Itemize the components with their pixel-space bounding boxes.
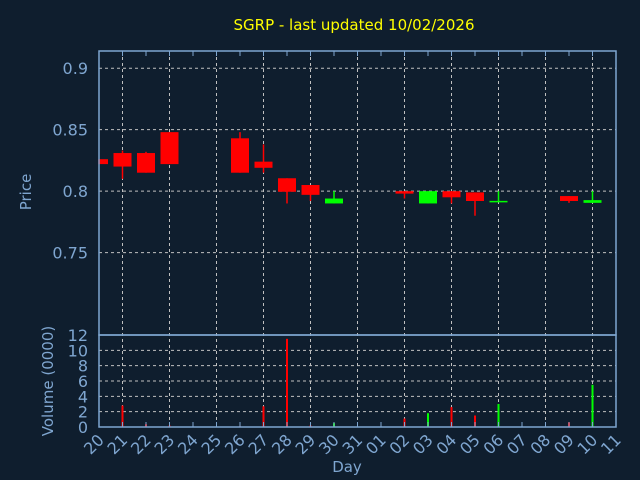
volume-bar-21: [121, 405, 124, 427]
volume-tick-label: 10: [68, 341, 88, 360]
candle-02: [395, 191, 414, 199]
candle-27: [254, 144, 273, 173]
candle-body: [583, 200, 602, 203]
candle-10: [583, 191, 602, 203]
candle-09: [560, 196, 578, 203]
candle-20: [98, 159, 108, 165]
price-tick-label: 0.8: [63, 182, 88, 201]
volume-bar-28: [286, 338, 288, 427]
volume-tick-label: 8: [78, 357, 88, 376]
volume-tick-label: 0: [78, 418, 88, 437]
candle-05: [466, 192, 484, 216]
volume-tick-label: 6: [78, 372, 88, 391]
volume-bar-05: [474, 415, 476, 427]
volume-bar-03: [427, 413, 429, 427]
grid: [99, 51, 616, 427]
candle-03: [419, 191, 437, 204]
candle-body: [231, 138, 249, 173]
candle-body: [254, 161, 273, 168]
candle-body: [301, 185, 320, 195]
y-axis-label: Price: [17, 174, 35, 211]
candle-body: [137, 153, 155, 173]
candle-23: [160, 132, 179, 165]
x-axis-label: Day: [332, 458, 362, 476]
volume-tick-label: 2: [78, 403, 88, 422]
candle-30: [325, 191, 343, 204]
candle-body: [99, 159, 108, 165]
volume-bar-04: [450, 407, 453, 427]
candle-06: [489, 191, 508, 203]
volume-bar-06: [497, 404, 500, 427]
volume-bar-10: [591, 384, 594, 427]
price-tick-label: 0.75: [52, 244, 88, 263]
axes: 0.750.80.850.902468101220212223242526272…: [52, 50, 625, 458]
chart-title: SGRP - last updated 10/02/2026: [234, 16, 475, 34]
candle-body: [419, 191, 437, 204]
candle-body: [160, 132, 179, 165]
candle-22: [137, 151, 155, 173]
volume-tick-label: 4: [78, 387, 88, 406]
price-tick-label: 0.9: [63, 59, 88, 78]
candle-04: [442, 191, 461, 204]
candle-body: [395, 191, 414, 194]
candle-body: [489, 200, 508, 203]
volume-tick-label: 12: [68, 326, 88, 345]
x-tick-label: 11: [597, 430, 625, 458]
candle-body: [560, 196, 578, 201]
candle-26: [231, 132, 249, 173]
candle-body: [325, 198, 343, 204]
volume-axis-label: Volume (0000): [39, 326, 57, 436]
candle-body: [466, 192, 484, 201]
candle-body: [442, 191, 461, 198]
candle-29: [301, 185, 320, 201]
candle-21: [113, 150, 132, 179]
price-tick-label: 0.85: [52, 121, 88, 140]
candle-28: [278, 178, 296, 204]
volume-bar-27: [262, 406, 265, 427]
candle-body: [278, 178, 296, 192]
candle-body: [113, 153, 132, 167]
marks: [98, 132, 602, 427]
